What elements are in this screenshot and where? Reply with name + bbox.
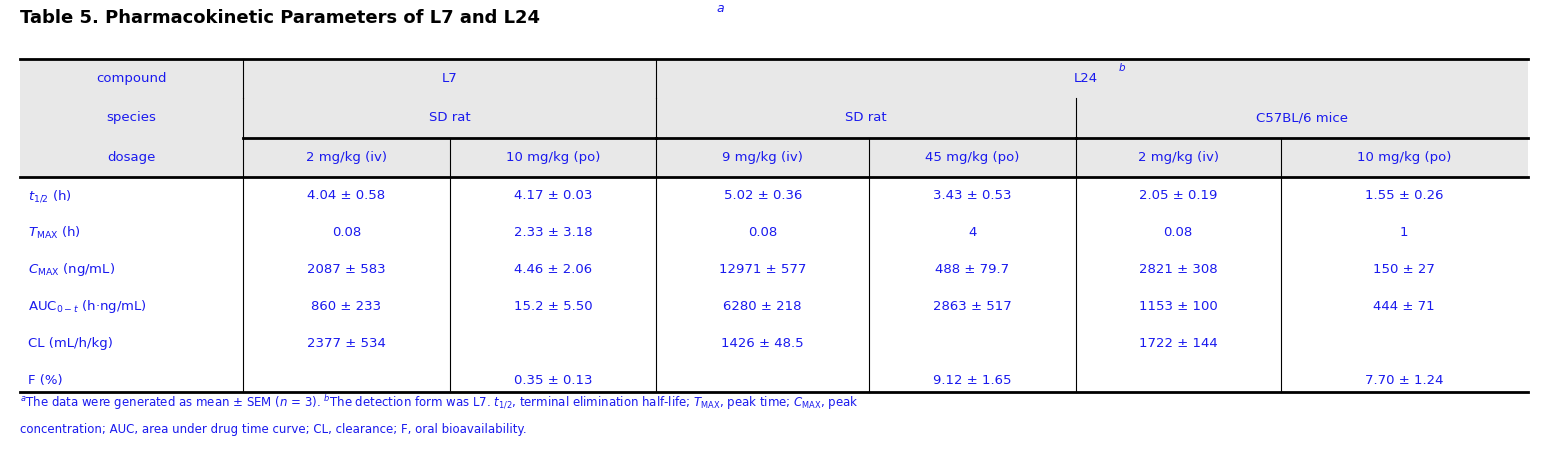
- Text: 0.35 ± 0.13: 0.35 ± 0.13: [514, 374, 593, 387]
- Text: 1722 ± 144: 1722 ± 144: [1139, 337, 1217, 350]
- Text: 9.12 ± 1.65: 9.12 ± 1.65: [933, 374, 1011, 387]
- Text: 1: 1: [1399, 226, 1409, 239]
- Text: 0.08: 0.08: [331, 226, 361, 239]
- Text: 5.02 ± 0.36: 5.02 ± 0.36: [723, 189, 802, 202]
- Text: 2.05 ± 0.19: 2.05 ± 0.19: [1139, 189, 1217, 202]
- Text: 860 ± 233: 860 ± 233: [311, 300, 382, 313]
- Text: 4.46 ± 2.06: 4.46 ± 2.06: [514, 263, 593, 276]
- Text: a: a: [717, 2, 724, 14]
- Bar: [20, 251, 1528, 288]
- Text: $^{a}$The data were generated as mean $\pm$ SEM ($n$ = 3). $^{b}$The detection f: $^{a}$The data were generated as mean $\…: [20, 394, 859, 412]
- Text: 2821 ± 308: 2821 ± 308: [1139, 263, 1217, 276]
- Text: 3.43 ± 0.53: 3.43 ± 0.53: [933, 189, 1011, 202]
- Text: 9 mg/kg (iv): 9 mg/kg (iv): [723, 151, 803, 164]
- Text: 4.17 ± 0.03: 4.17 ± 0.03: [514, 189, 593, 202]
- Text: L7: L7: [443, 72, 458, 85]
- Text: 0.08: 0.08: [1164, 226, 1192, 239]
- Bar: [20, 325, 1528, 362]
- Text: 6280 ± 218: 6280 ± 218: [723, 300, 802, 313]
- Text: 488 ± 79.7: 488 ± 79.7: [935, 263, 1009, 276]
- Text: $C_{\mathrm{MAX}}$ (ng/mL): $C_{\mathrm{MAX}}$ (ng/mL): [28, 261, 115, 278]
- Text: concentration; AUC, area under drug time curve; CL, clearance; F, oral bioavaila: concentration; AUC, area under drug time…: [20, 423, 526, 436]
- Bar: [20, 177, 1528, 214]
- Text: 2 mg/kg (iv): 2 mg/kg (iv): [307, 151, 387, 164]
- Text: 4.04 ± 0.58: 4.04 ± 0.58: [308, 189, 385, 202]
- Text: 1426 ± 48.5: 1426 ± 48.5: [721, 337, 803, 350]
- Text: 4: 4: [968, 226, 977, 239]
- Text: 2 mg/kg (iv): 2 mg/kg (iv): [1138, 151, 1218, 164]
- Text: SD rat: SD rat: [845, 112, 887, 124]
- Text: 10 mg/kg (po): 10 mg/kg (po): [1358, 151, 1452, 164]
- Text: 2087 ± 583: 2087 ± 583: [307, 263, 385, 276]
- Text: SD rat: SD rat: [429, 112, 471, 124]
- Text: 12971 ± 577: 12971 ± 577: [718, 263, 807, 276]
- Bar: [20, 288, 1528, 325]
- Text: species: species: [107, 112, 156, 124]
- Text: F (%): F (%): [28, 374, 62, 387]
- Text: CL (mL/h/kg): CL (mL/h/kg): [28, 337, 113, 350]
- Text: 444 ± 71: 444 ± 71: [1373, 300, 1435, 313]
- Bar: [20, 214, 1528, 251]
- Text: L24: L24: [1074, 72, 1098, 85]
- Text: b: b: [1119, 63, 1125, 73]
- Text: 150 ± 27: 150 ± 27: [1373, 263, 1435, 276]
- Text: compound: compound: [96, 72, 167, 85]
- Text: $T_{\mathrm{MAX}}$ (h): $T_{\mathrm{MAX}}$ (h): [28, 225, 80, 241]
- Text: 0.08: 0.08: [748, 226, 777, 239]
- Text: $\mathrm{AUC}_{0-t}$ (h·ng/mL): $\mathrm{AUC}_{0-t}$ (h·ng/mL): [28, 298, 147, 315]
- Text: 2863 ± 517: 2863 ± 517: [933, 300, 1012, 313]
- Text: C57BL/6 mice: C57BL/6 mice: [1255, 112, 1348, 124]
- Text: 1153 ± 100: 1153 ± 100: [1139, 300, 1217, 313]
- Text: dosage: dosage: [107, 151, 156, 164]
- Text: 7.70 ± 1.24: 7.70 ± 1.24: [1365, 374, 1443, 387]
- Text: 2.33 ± 3.18: 2.33 ± 3.18: [514, 226, 593, 239]
- Text: Table 5. Pharmacokinetic Parameters of L7 and L24: Table 5. Pharmacokinetic Parameters of L…: [20, 9, 540, 27]
- Text: 1.55 ± 0.26: 1.55 ± 0.26: [1365, 189, 1443, 202]
- Text: 45 mg/kg (po): 45 mg/kg (po): [926, 151, 1020, 164]
- Bar: [20, 58, 1528, 392]
- Bar: [20, 362, 1528, 399]
- Text: $t_{1/2}$ (h): $t_{1/2}$ (h): [28, 188, 71, 203]
- Text: 15.2 ± 5.50: 15.2 ± 5.50: [514, 300, 593, 313]
- Text: 10 mg/kg (po): 10 mg/kg (po): [506, 151, 601, 164]
- Text: 2377 ± 534: 2377 ± 534: [307, 337, 385, 350]
